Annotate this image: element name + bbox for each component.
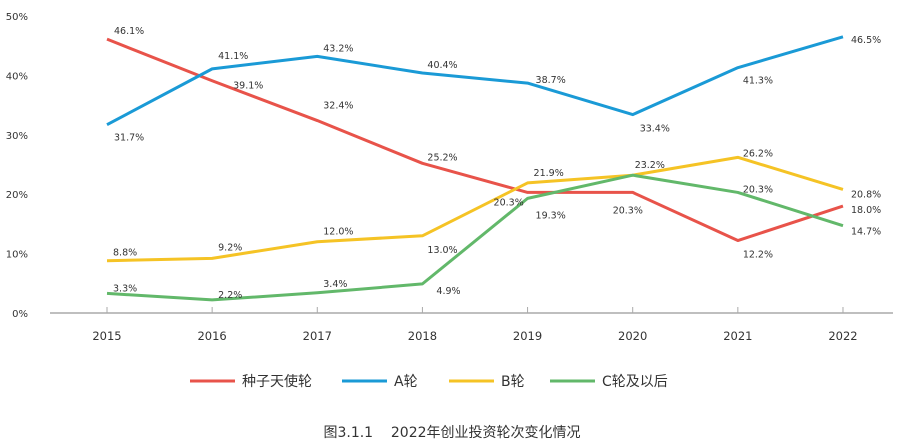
legend-label: C轮及以后 [602,374,668,390]
data-label: 38.7% [536,75,566,86]
data-label: 21.9% [534,168,564,179]
data-label: 3.3% [113,283,137,294]
data-label: 13.0% [427,245,457,256]
data-label: 3.4% [323,279,347,290]
legend-label: 种子天使轮 [242,373,312,390]
data-label: 41.3% [743,76,773,87]
data-label: 26.2% [743,148,773,159]
data-label: 18.0% [851,205,881,216]
data-label: 46.5% [851,35,881,46]
y-tick-label: 30% [6,131,28,142]
data-label: 32.4% [323,101,353,112]
data-labels: 46.1% 39.1% 32.4% 25.2% 20.3% 20.3% 12.2% 18.0%… [113,26,881,301]
data-label: 20.3% [494,197,524,208]
data-label: 4.9% [436,286,460,297]
y-tick-label: 0% [12,309,28,320]
data-label: 33.4% [640,124,670,135]
data-label: 14.7% [851,227,881,238]
data-label: 25.2% [427,152,457,163]
data-label: 40.4% [427,60,457,71]
data-label: 2.2% [218,290,242,301]
x-tick-label: 2015 [92,329,121,343]
data-label: 9.2% [218,242,242,253]
x-tick-label: 2018 [408,329,437,343]
series-line-2 [106,155,844,263]
data-label: 46.1% [114,26,144,37]
data-label: 12.2% [743,250,773,261]
x-tick-label: 2019 [513,329,542,343]
data-label: 19.3% [536,210,566,221]
x-tick-label: 2020 [618,329,647,343]
series-lines [106,35,844,302]
legend-label: A轮 [394,374,418,390]
y-tick-label: 40% [6,71,28,82]
data-label: 43.2% [323,43,353,54]
y-tick-label: 50% [6,12,28,23]
data-label: 31.7% [114,133,144,144]
x-tick-label: 2022 [828,329,857,343]
y-tick-label: 10% [6,250,28,261]
legend-label: B轮 [501,374,525,390]
data-label: 23.2% [635,160,665,171]
data-label: 20.8% [851,189,881,200]
data-label: 41.1% [218,51,248,62]
data-label: 20.3% [613,205,643,216]
y-tick-label: 20% [6,190,28,201]
figure-caption: 图3.1.1 2022年创业投资轮次变化情况 [323,425,580,441]
legend: 种子天使轮 A轮 B轮 C轮及以后 [190,373,668,390]
data-label: 12.0% [323,227,353,238]
data-label: 39.1% [233,81,263,92]
data-label: 20.3% [743,184,773,195]
x-tick-label: 2017 [303,329,332,343]
series-line-0 [106,37,844,243]
series-line-3 [106,173,844,302]
x-tick-label: 2021 [723,329,752,343]
data-label: 8.8% [113,248,137,259]
y-axis: 0% 10% 20% 30% 40% 50% [6,12,28,320]
series-line-1 [106,35,844,127]
x-tick-label: 2016 [197,329,226,343]
x-axis: 2015 2016 2017 2018 2019 2020 2021 2022 [92,307,858,343]
